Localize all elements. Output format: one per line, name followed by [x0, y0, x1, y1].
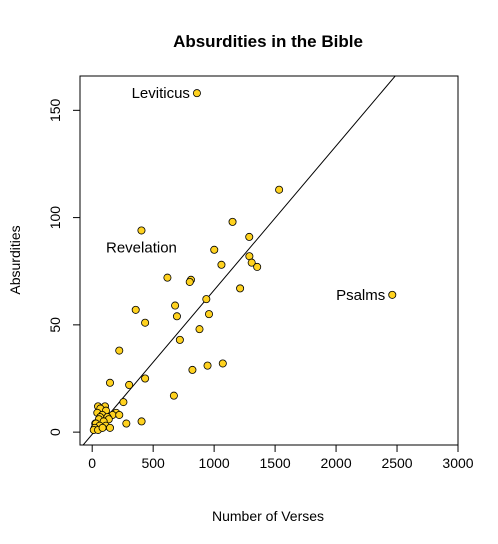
- data-point: [172, 312, 181, 321]
- chart-title: Absurdities in the Bible: [173, 32, 363, 51]
- data-point: [163, 273, 172, 282]
- data-point: [115, 346, 124, 355]
- y-tick-label: 100: [47, 206, 63, 230]
- data-point: [98, 423, 107, 432]
- data-points: [89, 89, 397, 434]
- x-axis: 0 500 1000 1500 2000 2500 3000: [88, 444, 474, 471]
- data-point: [131, 305, 140, 314]
- data-point: [122, 419, 131, 428]
- x-axis-label: Number of Verses: [212, 508, 324, 524]
- data-point: [202, 295, 211, 304]
- data-point: [247, 258, 256, 267]
- data-point: [275, 185, 284, 194]
- point-annotation: Psalms: [336, 287, 385, 304]
- data-point: [137, 417, 146, 426]
- plot-frame: [79, 75, 459, 446]
- data-point: [192, 89, 201, 98]
- data-point: [141, 374, 150, 383]
- point-annotations: Leviticus Revelation Psalms: [106, 85, 385, 304]
- data-point: [137, 226, 146, 235]
- x-tick-label: 3000: [442, 455, 473, 471]
- data-point: [125, 380, 134, 389]
- data-point: [141, 318, 150, 327]
- x-tick-label: 2000: [320, 455, 351, 471]
- data-point: [210, 245, 219, 254]
- y-axis-label: Absurdities: [7, 225, 23, 294]
- y-tick-label: 150: [47, 98, 63, 122]
- data-point: [253, 262, 262, 271]
- data-point: [245, 232, 254, 241]
- data-point: [171, 301, 180, 310]
- data-point: [228, 217, 237, 226]
- x-tick-label: 1000: [199, 455, 230, 471]
- data-point: [105, 378, 114, 387]
- data-point: [115, 410, 124, 419]
- data-point: [188, 365, 197, 374]
- data-point: [169, 391, 178, 400]
- y-axis: 0 50 100 150: [47, 98, 81, 436]
- data-point: [217, 260, 226, 269]
- point-annotation: Leviticus: [132, 85, 190, 102]
- data-point: [175, 335, 184, 344]
- data-point: [119, 398, 128, 407]
- data-point: [388, 290, 397, 299]
- x-tick-label: 2500: [381, 455, 412, 471]
- data-point: [218, 359, 227, 368]
- data-point: [105, 423, 114, 432]
- regression-line: [82, 76, 396, 445]
- data-point: [205, 310, 214, 319]
- x-tick-label: 0: [88, 455, 96, 471]
- data-point: [236, 284, 245, 293]
- point-annotation: Revelation: [106, 240, 177, 257]
- x-tick-label: 1500: [260, 455, 291, 471]
- data-point: [203, 361, 212, 370]
- data-point: [195, 325, 204, 334]
- x-tick-label: 500: [141, 455, 165, 471]
- data-point: [185, 277, 194, 286]
- y-tick-label: 50: [47, 317, 63, 333]
- y-tick-label: 0: [47, 428, 63, 436]
